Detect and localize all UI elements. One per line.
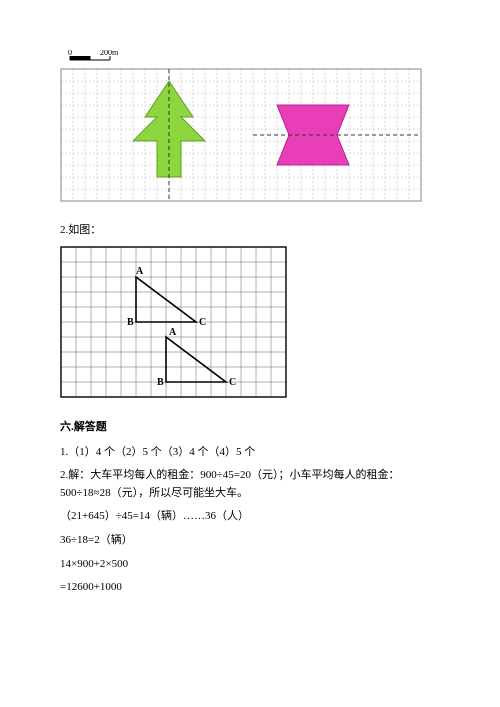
scale-zero: 0 (68, 50, 72, 57)
svg-text:A: A (169, 327, 177, 338)
scale-bar: 0 200m (60, 50, 440, 64)
svg-text:A: A (136, 266, 144, 277)
answer-2-step2: 36÷18=2（辆） (60, 532, 440, 550)
figure-2: A B C A B C (60, 246, 440, 398)
scale-bar-svg: 0 200m (60, 50, 130, 64)
answer-2-step3: 14×900+2×500 (60, 556, 440, 574)
scale-dist: 200m (100, 50, 119, 57)
svg-text:B: B (157, 377, 164, 388)
answer-2: 2.解：大车平均每人的租金：900÷45=20（元）；小车平均每人的租金：500… (60, 467, 440, 502)
answer-1: 1.（1）4 个（2）5 个（3）4 个（4）5 个 (60, 444, 440, 462)
answer-2-step4: =12600+1000 (60, 579, 440, 597)
figure-1-svg (60, 68, 422, 202)
caption-2: 2.如图： (60, 222, 440, 240)
svg-text:B: B (127, 317, 134, 328)
answer-2-step1: （21+645）÷45=14（辆）……36（人） (60, 508, 440, 526)
figure-1 (60, 68, 440, 202)
section-6-heading: 六.解答题 (60, 418, 440, 434)
svg-text:C: C (229, 377, 236, 388)
figure-2-svg: A B C A B C (60, 246, 287, 398)
svg-text:C: C (199, 317, 206, 328)
